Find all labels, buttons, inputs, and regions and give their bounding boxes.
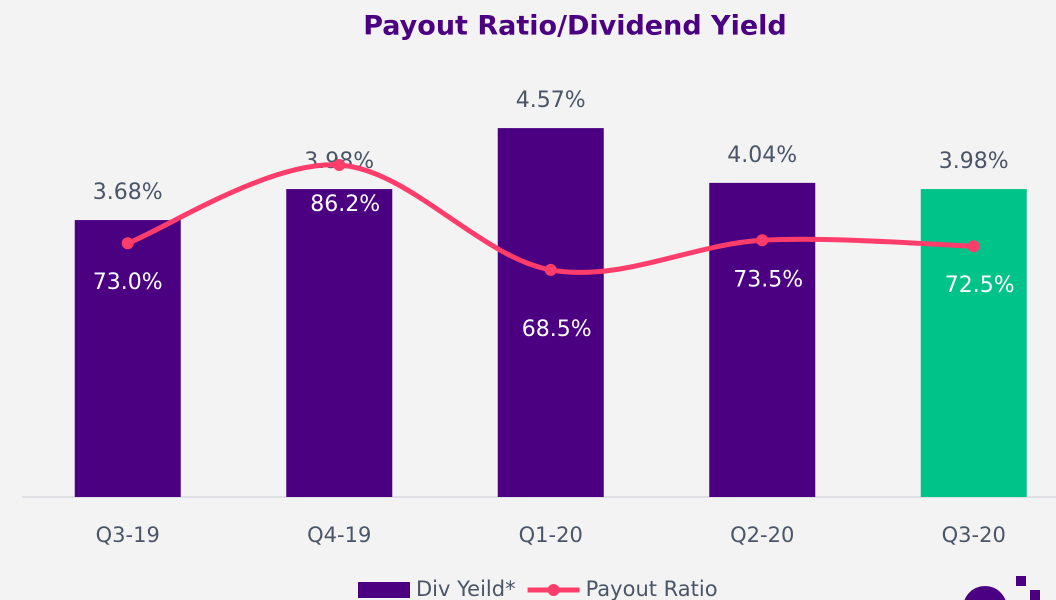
line-point	[967, 240, 980, 253]
legend-label: Payout Ratio	[586, 577, 718, 600]
bar	[74, 220, 181, 498]
bar	[286, 189, 393, 498]
x-tick-label: Q4-19	[307, 523, 371, 547]
bar-value-label: 3.68%	[93, 180, 163, 205]
legend-label: Div Yeild*	[416, 577, 516, 600]
line-value-label: 72.5%	[945, 273, 1015, 298]
bar	[920, 189, 1027, 498]
bar	[709, 182, 816, 497]
line-point	[544, 263, 557, 276]
logo-shape	[1030, 590, 1040, 600]
x-tick-label: Q3-19	[96, 523, 160, 547]
bar-value-label: 3.98%	[939, 149, 1009, 174]
line-point	[756, 234, 769, 247]
legend-swatch	[358, 582, 410, 598]
logo	[964, 576, 1040, 600]
line-value-label: 73.5%	[733, 267, 803, 292]
line-point	[121, 237, 134, 250]
bar	[497, 128, 604, 497]
logo-shape	[964, 586, 1006, 600]
bar-value-label: 4.57%	[516, 88, 586, 113]
x-tick-label: Q1-20	[519, 523, 583, 547]
bar-value-label: 4.04%	[727, 143, 797, 168]
x-tick-label: Q2-20	[730, 523, 794, 547]
logo-shape	[1016, 576, 1026, 586]
line-point	[333, 158, 346, 171]
x-tick-label: Q3-20	[942, 523, 1006, 547]
line-value-label: 86.2%	[310, 192, 380, 217]
chart-title: Payout Ratio/Dividend Yield	[363, 11, 787, 42]
line-value-label: 73.0%	[93, 270, 163, 295]
line-value-label: 68.5%	[522, 317, 592, 342]
legend-swatch	[547, 584, 560, 596]
